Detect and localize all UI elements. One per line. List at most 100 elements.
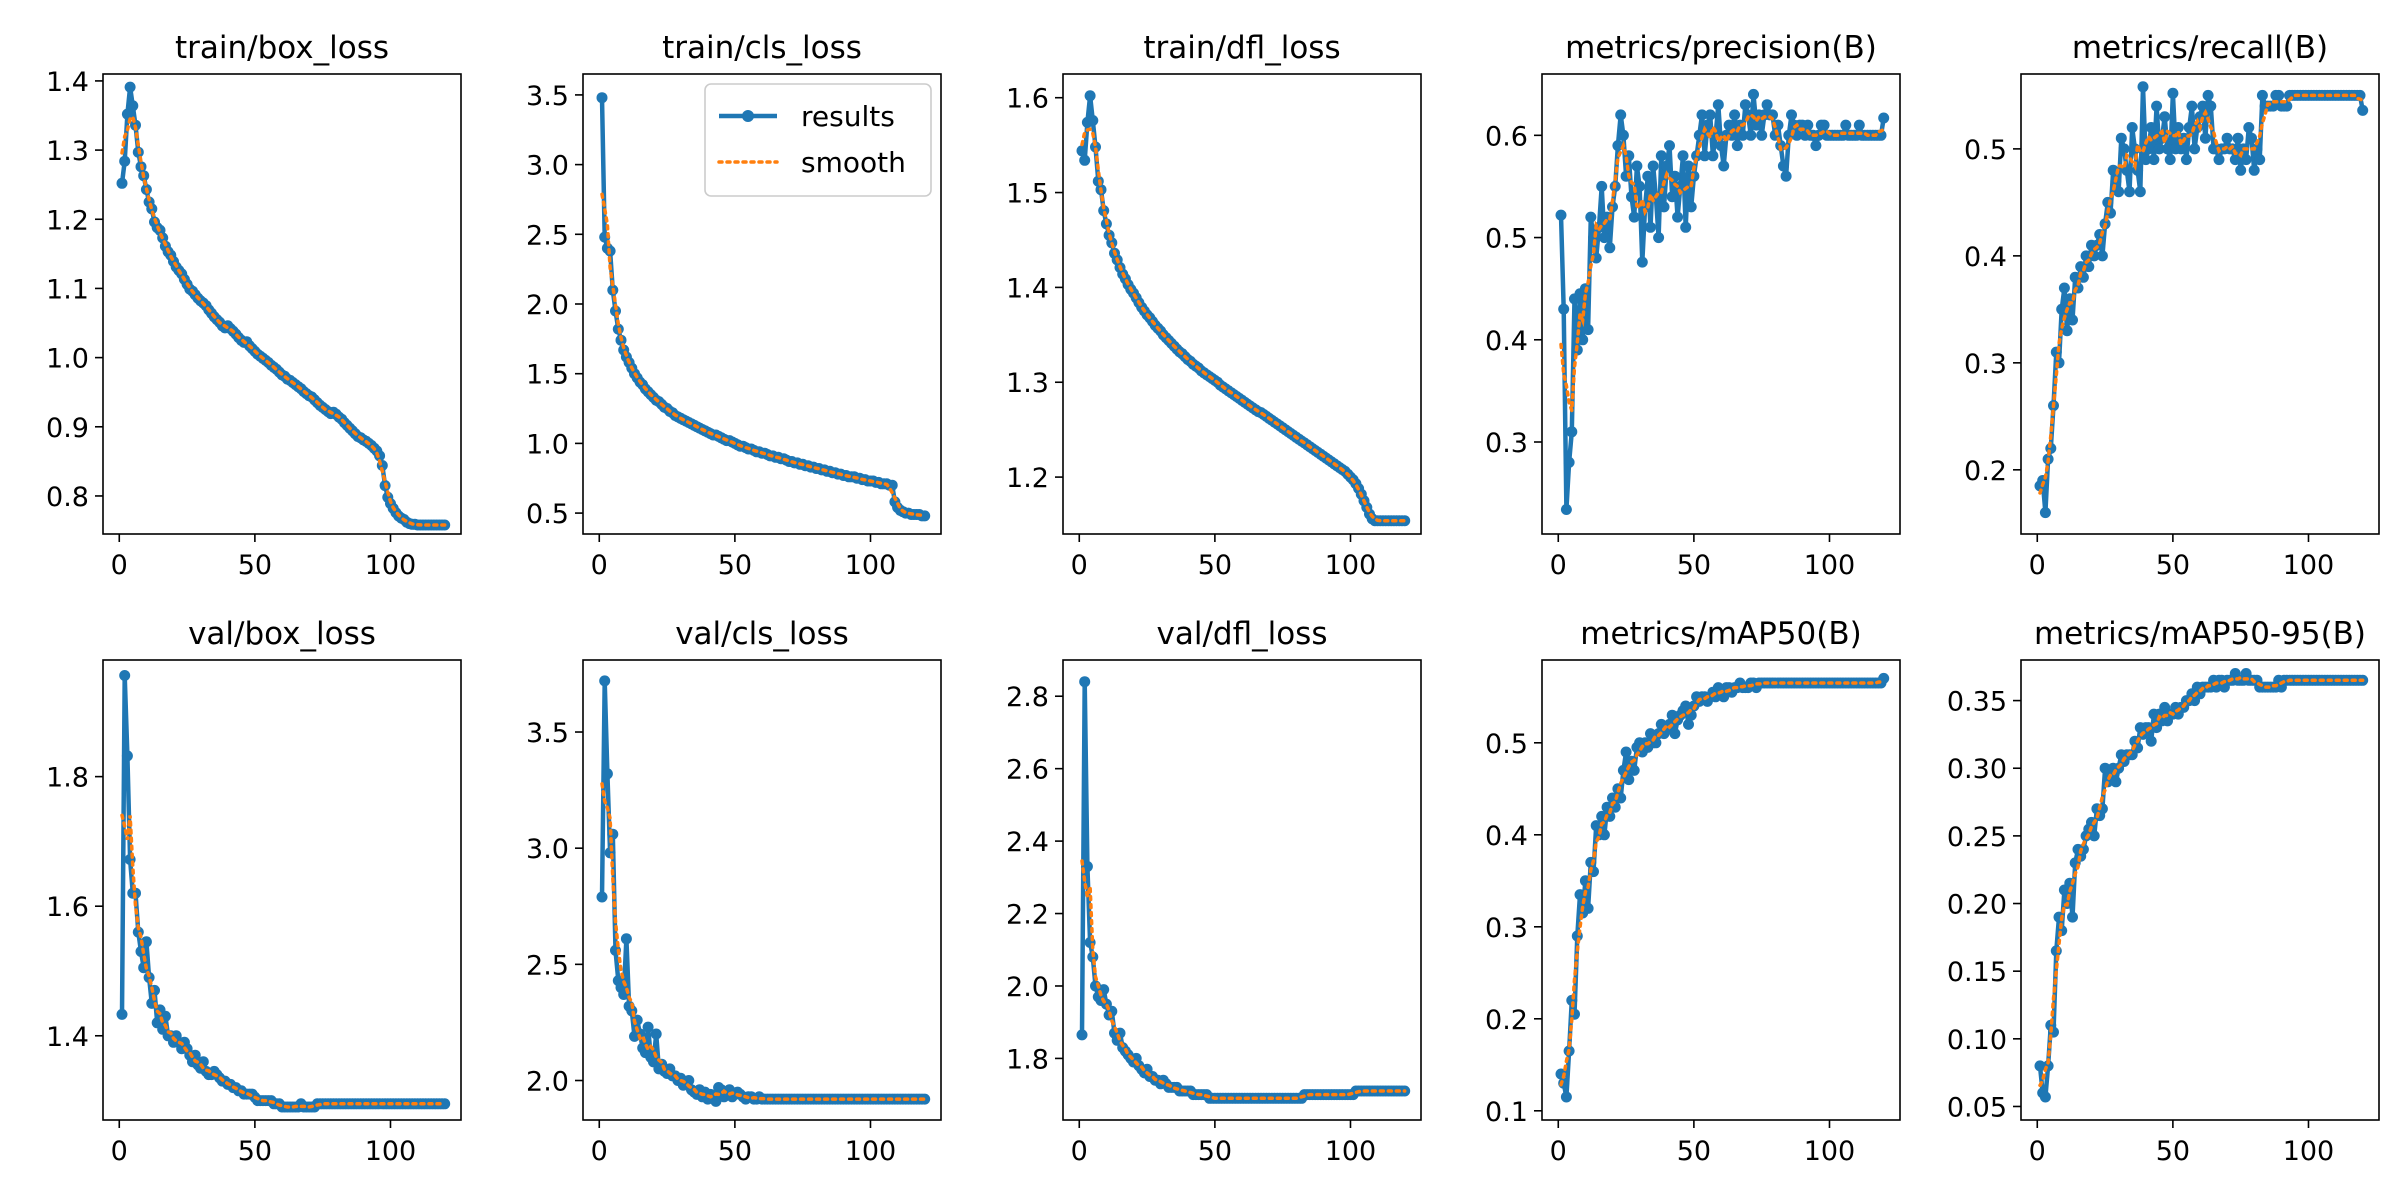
y-tick-label: 0.5 [1485, 224, 1528, 255]
results-point [1685, 201, 1697, 213]
results-point [119, 670, 131, 681]
results-point [1658, 201, 1670, 213]
results-point [1669, 728, 1681, 740]
axes-frame [2020, 73, 2380, 535]
x-tick-label: 50 [1198, 1136, 1232, 1167]
x-tick-label: 0 [111, 1136, 128, 1167]
panel-title: train/cls_loss [662, 30, 862, 66]
y-tick-label: 1.1 [46, 274, 89, 305]
axes-frame [102, 659, 462, 1121]
plot-area [116, 81, 451, 531]
results-point [1566, 426, 1578, 438]
x-tick-label: 0 [1550, 550, 1567, 581]
panel-val-box-loss: val/box_loss 0 50 100 1.4 1.6 1.8 [46, 616, 462, 1167]
results-point [2175, 143, 2187, 155]
results-point [596, 92, 608, 104]
results-point [1079, 676, 1091, 688]
y-tick-label: 1.5 [1006, 179, 1049, 210]
y-tick-label: 0.8 [46, 482, 89, 513]
y-tick-label: 3.0 [526, 834, 569, 865]
results-point [1704, 109, 1716, 121]
results-point [2056, 303, 2068, 315]
results-point [1723, 119, 1735, 131]
smooth-line [2038, 93, 2365, 495]
results-line [1558, 92, 1886, 512]
results-point [2034, 1060, 2046, 1072]
results-point [1666, 191, 1678, 203]
x-tick-label: 50 [238, 550, 272, 581]
x-tick-label: 100 [1325, 1136, 1377, 1167]
results-point [2254, 154, 2266, 166]
smooth-line [120, 114, 447, 527]
axes-frame [582, 73, 942, 535]
results-point [1818, 119, 1830, 131]
results-point [124, 81, 136, 93]
y-tick-label: 2.5 [526, 220, 569, 251]
results-point [1577, 334, 1589, 346]
plot-area [1555, 88, 1890, 515]
x-tick-label: 0 [591, 1136, 608, 1167]
smooth-line [120, 813, 447, 1109]
y-tick-label: 1.8 [46, 763, 89, 794]
results-point [710, 1095, 722, 1107]
x-tick-label: 50 [718, 1136, 752, 1167]
y-tick-label: 0.05 [1947, 1092, 2007, 1123]
results-point [2151, 100, 2163, 112]
x-tick-label: 0 [591, 550, 608, 581]
panel-metrics-recall-b: metrics/recall(B) 0 50 100 0.2 0.3 0.4 0.5 [1964, 30, 2380, 581]
results-point [1563, 456, 1575, 468]
results-point [620, 933, 632, 945]
results-point [1780, 170, 1792, 182]
results-point [149, 984, 160, 996]
results-point [1683, 718, 1694, 730]
panel-train-dfl-loss: train/dfl_loss 0 50 100 1.2 1.3 1.4 1.5 1.6 [1006, 30, 1422, 581]
results-point [650, 1028, 662, 1040]
y-tick-label: 1.4 [46, 67, 89, 98]
results-point [2137, 81, 2149, 93]
plot-area [116, 670, 451, 1113]
results-point [919, 510, 931, 522]
results-point [1742, 109, 1754, 121]
results-point [1786, 109, 1797, 121]
x-tick-label: 100 [845, 1136, 897, 1167]
plot-area [1555, 672, 1890, 1103]
results-point [116, 177, 128, 189]
results-point [2243, 122, 2255, 133]
results-point [1084, 90, 1096, 102]
results-point [1598, 232, 1610, 244]
axes-frame [582, 659, 942, 1121]
results-line [599, 678, 925, 1104]
axes-frame [102, 73, 462, 535]
results-point [2186, 100, 2198, 112]
results-point [1636, 256, 1648, 268]
smooth-line [1559, 679, 1886, 1087]
legend-frame [704, 83, 932, 197]
results-point [1582, 902, 1594, 914]
y-tick-label: 1.4 [46, 1022, 89, 1053]
x-tick-label: 50 [2156, 550, 2190, 581]
plot-area [1076, 90, 1411, 527]
x-tick-label: 100 [1804, 550, 1856, 581]
plot-area [596, 92, 931, 522]
results-point [2189, 143, 2201, 155]
results-point [1645, 728, 1656, 740]
panel-metrics-map50-b: metrics/mAP50(B) 0 50 100 0.1 0.2 0.3 0.4 0.5 [1485, 616, 1901, 1167]
results-point [439, 1098, 451, 1110]
y-tick-label: 0.4 [1485, 326, 1528, 357]
results-line [1079, 93, 1405, 523]
legend: results smooth [704, 83, 932, 197]
results-point [1707, 150, 1719, 162]
axes-frame [2020, 659, 2380, 1121]
results-point [1680, 221, 1692, 233]
results-point [2145, 122, 2157, 133]
results-point [1683, 160, 1694, 172]
y-tick-label: 1.6 [1006, 84, 1049, 115]
y-tick-label: 1.6 [46, 892, 89, 923]
results-point [2205, 100, 2217, 112]
results-point [1661, 160, 1673, 172]
y-tick-label: 0.3 [1485, 428, 1528, 459]
results-point [1574, 889, 1586, 901]
results-point [642, 1021, 654, 1033]
results-point [1655, 150, 1667, 162]
